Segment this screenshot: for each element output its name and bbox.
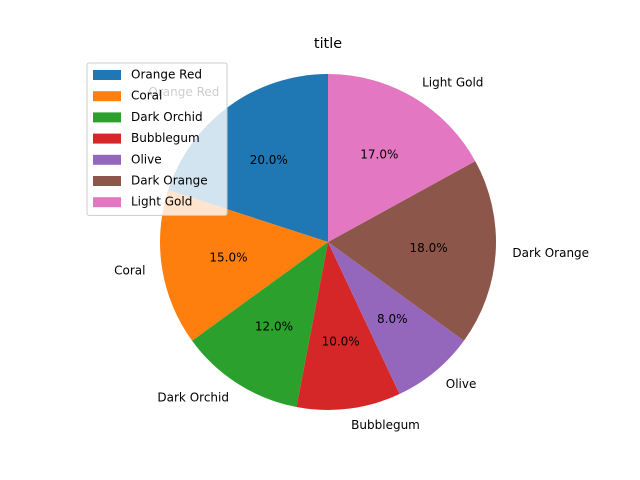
- legend: Orange Red Coral Dark Orchid Bubblegum Olive…: [86, 62, 228, 216]
- slice-label-dark-orchid: Dark Orchid: [157, 391, 229, 405]
- slice-label-olive: Olive: [446, 377, 477, 391]
- pie-slice-dark-orange: [328, 161, 496, 341]
- percent-label-light-gold: 17.0%: [360, 148, 398, 162]
- legend-swatch-bubblegum: [93, 133, 121, 144]
- slice-label-coral: Coral: [114, 263, 145, 277]
- legend-label-dark-orange: Dark Orange: [131, 174, 208, 188]
- legend-swatch-orange-red: [93, 70, 121, 80]
- percent-label-coral: 15.0%: [209, 250, 247, 264]
- legend-label-olive: Olive: [131, 152, 162, 166]
- pie-slice-coral: [160, 190, 328, 341]
- percent-labels: 20.0% 15.0% 12.0% 10.0% 8.0% 18.0% 17.0%: [209, 148, 447, 349]
- legend-label-dark-orchid: Dark Orchid: [131, 110, 203, 124]
- percent-label-bubblegum: 10.0%: [322, 335, 360, 349]
- legend-swatch-light-gold: [93, 197, 121, 208]
- slice-label-dark-orange: Dark Orange: [512, 246, 589, 260]
- pie-slice-bubblegum: [296, 242, 400, 410]
- pie-slice-dark-orchid: [192, 242, 328, 408]
- percent-label-olive: 8.0%: [377, 312, 408, 326]
- legend-label-bubblegum: Bubblegum: [131, 131, 200, 145]
- legend-swatch-dark-orchid: [93, 112, 121, 123]
- percent-label-orange-red: 20.0%: [250, 153, 288, 167]
- legend-label-light-gold: Light Gold: [131, 195, 192, 209]
- slice-label-light-gold: Light Gold: [422, 75, 483, 89]
- legend-label-orange-red: Orange Red: [131, 68, 202, 82]
- pie-slice-light-gold: [328, 74, 476, 242]
- legend-swatch-coral: [93, 91, 121, 102]
- legend-swatch-olive: [93, 154, 121, 165]
- chart-title: title: [314, 36, 342, 52]
- legend-frame: [86, 62, 228, 216]
- legend-label-coral: Coral: [131, 89, 162, 103]
- percent-label-dark-orchid: 12.0%: [255, 320, 293, 334]
- slice-label-bubblegum: Bubblegum: [351, 418, 420, 432]
- legend-swatch-dark-orange: [93, 176, 121, 186]
- pie-slice-olive: [328, 242, 464, 395]
- percent-label-dark-orange: 18.0%: [410, 241, 448, 255]
